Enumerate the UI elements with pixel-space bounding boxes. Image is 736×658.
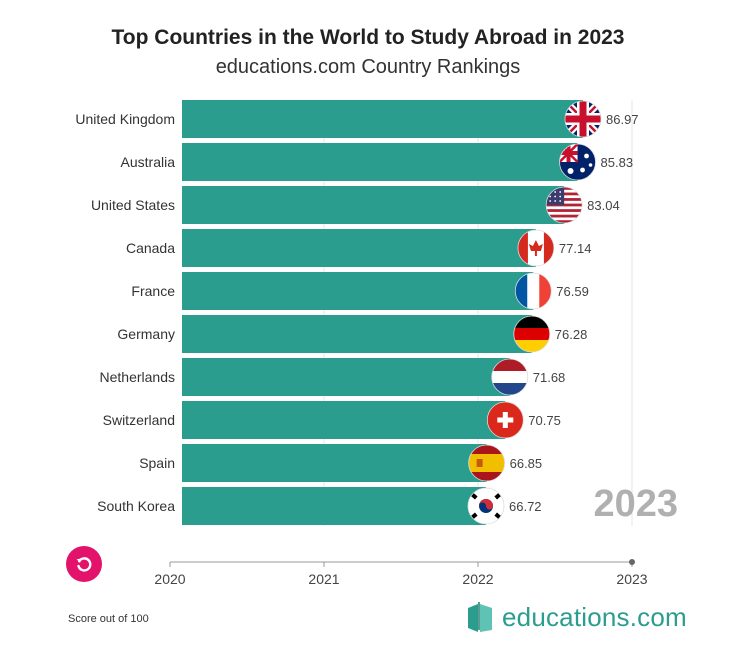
germany-flag-icon (513, 315, 551, 353)
time-axis-label: 2023 (616, 571, 647, 587)
value-label: 85.83 (601, 155, 634, 170)
value-label: 76.28 (555, 327, 588, 342)
australia-flag-icon (559, 143, 596, 181)
time-axis-label: 2021 (308, 571, 339, 587)
bar-france (182, 272, 534, 310)
usa-flag-icon (545, 186, 583, 224)
value-label: 77.14 (559, 241, 592, 256)
netherlands-flag-icon (491, 358, 529, 396)
chart-subtitle: educations.com Country Rankings (215, 56, 521, 78)
category-label: Germany (117, 326, 175, 342)
switzerland-flag-icon (486, 401, 524, 439)
bar-spain (182, 444, 487, 482)
category-label: Spain (139, 455, 175, 471)
bar-germany (182, 315, 532, 353)
category-label: Switzerland (103, 412, 175, 428)
category-label: Australia (121, 154, 176, 170)
value-label: 76.59 (556, 284, 589, 299)
replay-icon (76, 557, 92, 572)
bar-australia (182, 143, 578, 181)
value-label: 71.68 (533, 370, 566, 385)
value-label: 83.04 (587, 198, 620, 213)
bar-netherlands (182, 358, 510, 396)
category-label: Netherlands (100, 369, 176, 385)
category-label: France (131, 283, 175, 299)
category-label: Canada (126, 240, 175, 256)
bar-switzerland (182, 401, 506, 439)
time-axis-label: 2020 (154, 571, 185, 587)
current-year-label: 2023 (593, 483, 678, 525)
time-axis-marker (629, 559, 635, 565)
time-axis-label: 2022 (462, 571, 493, 587)
category-label: United States (91, 197, 175, 213)
bar-united-states (182, 186, 565, 224)
value-label: 66.72 (509, 499, 542, 514)
replay-button[interactable] (66, 546, 102, 582)
score-footnote: Score out of 100 (68, 613, 149, 625)
book-logo-icon (468, 602, 492, 632)
value-label: 66.85 (510, 456, 543, 471)
value-label: 86.97 (606, 112, 639, 127)
south-korea-flag-icon (467, 487, 505, 525)
bar-south-korea (182, 487, 486, 525)
spain-flag-icon (468, 444, 506, 482)
educations-logo: educations.com (466, 600, 687, 634)
chart-title: Top Countries in the World to Study Abro… (111, 26, 625, 49)
brand-name: educations.com (502, 601, 687, 632)
france-flag-icon (514, 272, 552, 310)
bar-canada (182, 229, 536, 267)
category-label: United Kingdom (75, 111, 175, 127)
canada-flag-icon (517, 229, 555, 267)
category-label: South Korea (97, 498, 175, 514)
bar-united-kingdom (182, 100, 583, 138)
value-label: 70.75 (528, 413, 561, 428)
uk-flag-icon (564, 100, 602, 138)
